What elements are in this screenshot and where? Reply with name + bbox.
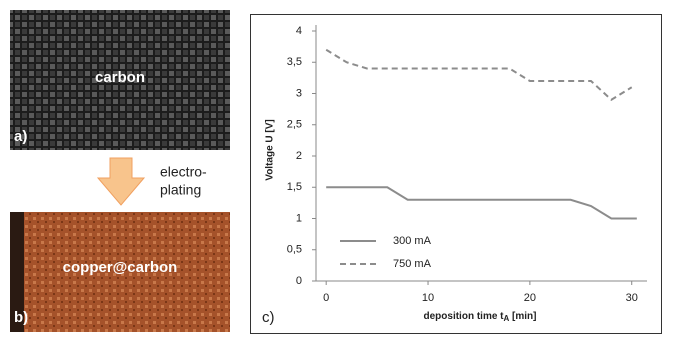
y-tick-label: 3,5: [287, 56, 302, 68]
y-axis-label: Voltage U [V]: [265, 119, 276, 180]
process-label: electro-: [160, 164, 207, 180]
panel-label: b): [14, 309, 28, 326]
data-line: [325, 48, 633, 101]
y-tick-label: 0,5: [287, 244, 302, 256]
legend-label: 750 mA: [393, 258, 432, 270]
arrow: [96, 157, 146, 206]
carbon-photo: [10, 10, 230, 150]
data-line: [326, 186, 637, 220]
x-label-text: [min]: [509, 311, 536, 322]
x-axis-label: deposition time tA [min]: [424, 311, 537, 323]
y-tick-label: 3: [296, 87, 302, 99]
photo-label: copper@carbon: [63, 259, 178, 276]
photo-edge: [10, 212, 24, 332]
chart-frame: [250, 14, 662, 334]
y-tick-label: 1: [296, 212, 302, 224]
x-label-text: deposition time t: [424, 311, 505, 322]
photo-label: carbon: [95, 69, 145, 86]
x-tick-label: 0: [323, 292, 329, 304]
x-label-sub: A: [504, 314, 510, 323]
x-tick-label: 30: [626, 292, 638, 304]
y-tick-label: 2,5: [287, 119, 302, 131]
y-tick-label: 2: [296, 150, 302, 162]
x-tick-label: 20: [524, 292, 536, 304]
panel-label: c): [262, 309, 275, 326]
copper-photo: [10, 212, 230, 332]
panel-label: a): [14, 128, 27, 145]
y-tick-label: 1,5: [287, 181, 302, 193]
legend-label: 300 mA: [393, 235, 432, 247]
y-tick-label: 0: [296, 275, 302, 287]
process-label: plating: [160, 182, 201, 198]
y-tick-label: 4: [296, 25, 302, 37]
x-tick-label: 10: [422, 292, 434, 304]
